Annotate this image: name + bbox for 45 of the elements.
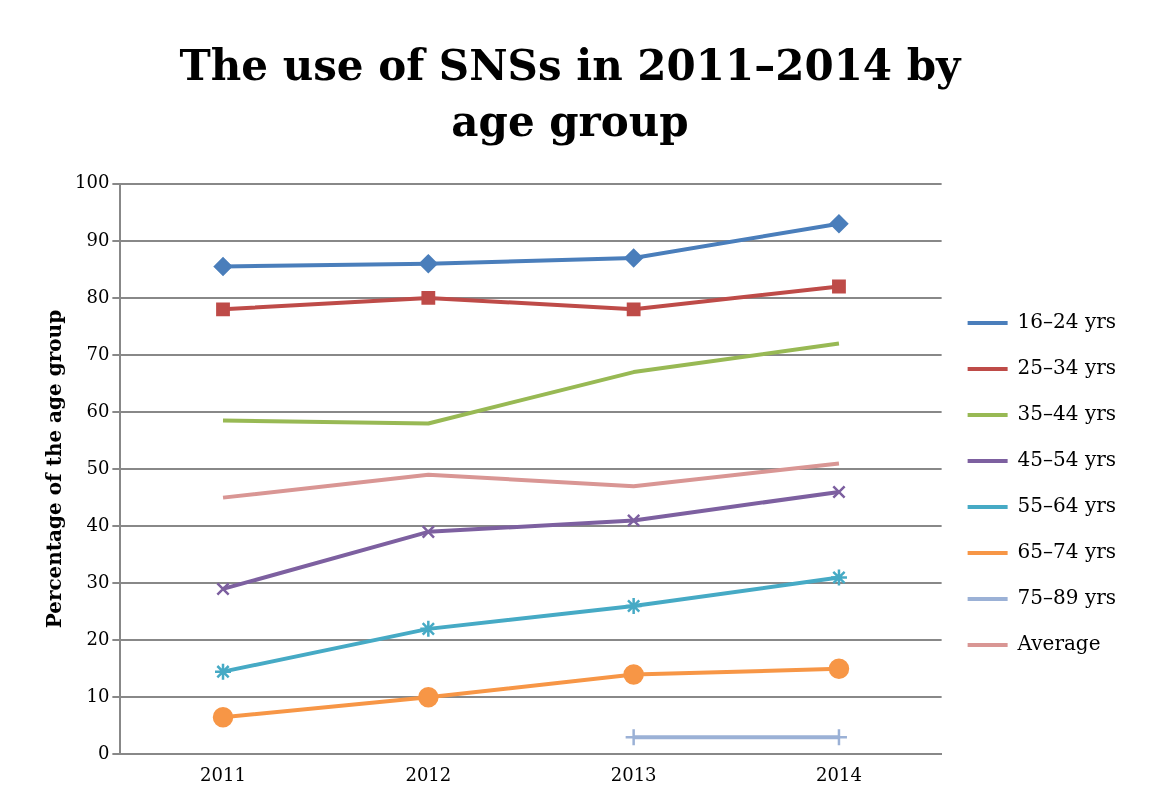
legend-label: 25–34 yrs xyxy=(1017,355,1117,380)
point xyxy=(213,257,233,276)
legend-label: 65–74 yrs xyxy=(1017,539,1117,564)
y-tick-label: 0 xyxy=(97,742,110,764)
y-tick-label: 80 xyxy=(86,285,110,307)
legend-label: Average xyxy=(1016,631,1101,656)
y-tick-label: 50 xyxy=(86,456,110,478)
x-tick-label: 2011 xyxy=(200,763,246,785)
legend-label: 55–64 yrs xyxy=(1017,493,1117,518)
y-tick-label: 70 xyxy=(86,342,110,364)
x-tick-label: 2012 xyxy=(405,763,452,785)
point xyxy=(626,513,641,528)
point xyxy=(828,658,850,680)
x-tick-label: 2013 xyxy=(610,763,657,785)
point xyxy=(624,248,643,268)
point xyxy=(419,254,438,273)
point xyxy=(212,707,234,728)
y-axis-title: Percentage of the age group xyxy=(42,309,67,629)
chart-title: The use of SNSs in 2011–2014 by age group xyxy=(178,40,963,148)
point xyxy=(623,664,644,685)
point xyxy=(832,485,846,499)
y-tick-label: 100 xyxy=(75,171,110,193)
legend-label: 35–44 yrs xyxy=(1017,401,1117,426)
point xyxy=(216,302,230,317)
point xyxy=(216,582,230,596)
y-tick-label: 90 xyxy=(86,228,110,250)
legend-label: 16–24 yrs xyxy=(1017,309,1117,334)
y-tick-label: 20 xyxy=(86,627,110,649)
point xyxy=(418,687,439,708)
point xyxy=(213,662,233,681)
point xyxy=(624,596,643,616)
y-tick-label: 30 xyxy=(86,570,110,592)
point xyxy=(626,302,641,317)
point xyxy=(832,279,846,294)
legend-label: 45–54 yrs xyxy=(1017,447,1117,472)
point xyxy=(829,568,849,587)
y-tick-label: 10 xyxy=(86,685,110,707)
point xyxy=(421,291,436,305)
point xyxy=(419,619,438,639)
point xyxy=(829,214,849,233)
legend-label: 75–89 yrs xyxy=(1017,585,1117,610)
y-tick-label: 60 xyxy=(86,399,110,421)
y-tick-label: 40 xyxy=(86,513,110,535)
x-tick-label: 2014 xyxy=(816,763,862,785)
point xyxy=(421,524,436,539)
